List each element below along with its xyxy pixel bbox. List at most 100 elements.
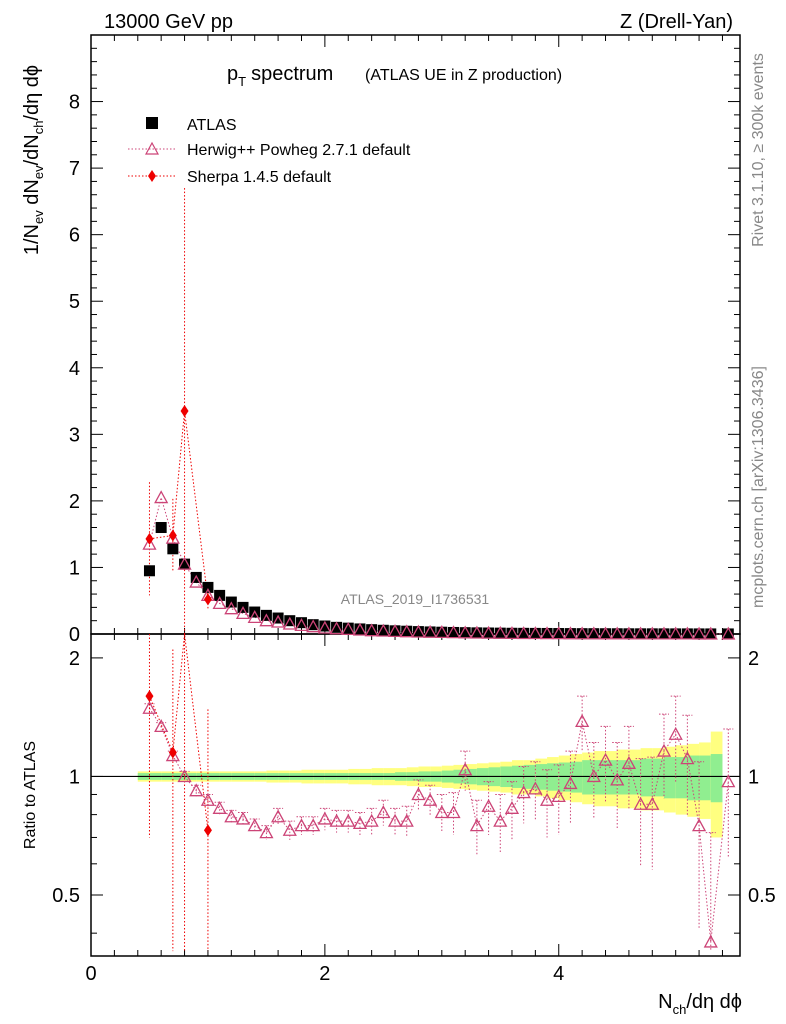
herwig-point: [341, 621, 356, 635]
herwig-ratio-point: [165, 748, 180, 762]
chart-title: pT spectrum: [227, 63, 333, 89]
atlas-point: [295, 617, 307, 629]
legend-atlas-marker: [146, 117, 158, 129]
title-word: spectrum: [251, 63, 333, 85]
x-tick-label: 2: [319, 963, 330, 985]
herwig-point: [504, 626, 520, 640]
herwig-point: [721, 626, 736, 640]
main-y-tick-label: 8: [69, 92, 80, 114]
main-y-tick-label: 0: [69, 624, 80, 646]
herwig-point: [645, 626, 660, 640]
atlas-point: [611, 628, 623, 640]
herwig-ratio-point: [668, 726, 683, 740]
band-inner-bin: [628, 760, 641, 795]
herwig-point: [575, 626, 590, 640]
herwig-point: [656, 626, 672, 640]
herwig-point: [411, 624, 426, 638]
herwig-point: [189, 574, 204, 588]
atlas-point: [459, 627, 471, 639]
herwig-point: [165, 530, 180, 544]
herwig-point: [458, 625, 473, 639]
atlas-point: [331, 621, 343, 633]
herwig-point: [282, 616, 297, 630]
chart-title-note: (ATLAS UE in Z production): [365, 67, 562, 84]
legend-herwig-marker: [144, 141, 160, 155]
herwig-point: [469, 625, 484, 639]
herwig-point: [352, 622, 368, 636]
herwig-ratio-point: [528, 781, 543, 795]
herwig-ratio-point: [200, 792, 216, 806]
herwig-ratio-point: [212, 800, 227, 814]
herwig-ratio-point: [563, 776, 578, 790]
sherpa-ratio-point: [168, 746, 177, 759]
band-inner-bin: [570, 761, 583, 793]
herwig-point: [259, 613, 274, 627]
ratio-y-axis-label: Ratio to ATLAS: [22, 741, 39, 849]
atlas-point: [342, 622, 354, 634]
herwig-ratio-point: [575, 714, 590, 728]
herwig-point: [212, 596, 227, 610]
herwig-ratio-point: [645, 796, 660, 810]
atlas-point: [448, 626, 460, 638]
herwig-ratio-point: [598, 752, 613, 766]
herwig-point: [224, 601, 239, 615]
sherpa-ratio-point: [145, 690, 154, 703]
legend-sherpa-label: Sherpa 1.4.5 default: [187, 169, 332, 186]
herwig-point: [586, 626, 601, 640]
title-sub: T: [238, 74, 246, 89]
herwig-point: [235, 606, 251, 620]
atlas-point: [658, 628, 670, 640]
ratio-y-tick-label-right: 1: [748, 766, 759, 788]
herwig-point: [142, 536, 157, 550]
atlas-point: [412, 626, 424, 638]
herwig-ratio-point: [680, 751, 695, 765]
title-main: p: [227, 63, 238, 85]
sherpa-point: [203, 593, 212, 606]
atlas-point: [319, 620, 331, 632]
herwig-ratio-point: [516, 785, 531, 799]
herwig-ratio-point: [469, 818, 484, 832]
herwig-point: [154, 490, 169, 504]
herwig-ratio-point: [154, 719, 169, 733]
ratio-y-tick-label: 2: [69, 648, 80, 670]
atlas-point: [424, 626, 436, 638]
atlas-point: [529, 627, 541, 639]
sherpa-line: [149, 410, 209, 600]
herwig-point: [376, 623, 391, 637]
herwig-point: [528, 626, 543, 640]
herwig-ratio-point: [341, 813, 356, 827]
x-axis-label: Nch/dη dϕ: [658, 991, 742, 1017]
herwig-point: [434, 625, 449, 639]
atlas-point: [307, 619, 319, 631]
atlas-point: [646, 628, 658, 640]
herwig-point: [423, 624, 438, 638]
herwig-ratio-point: [294, 818, 309, 832]
atlas-point: [284, 615, 296, 627]
herwig-point: [703, 626, 718, 640]
atlas-point: [494, 627, 506, 639]
ratio-y-tick-label: 1: [69, 766, 80, 788]
herwig-point: [306, 619, 321, 633]
herwig-line: [148, 495, 729, 635]
herwig-ratio-point: [458, 762, 473, 776]
herwig-ratio-point: [282, 822, 297, 836]
band-inner-bin: [652, 758, 664, 797]
herwig-point: [691, 626, 707, 640]
atlas-point: [272, 612, 284, 624]
herwig-ratio-point: [247, 818, 262, 832]
herwig-ratio-point: [399, 813, 414, 827]
atlas-point: [623, 628, 635, 640]
legend-sherpa-marker: [148, 170, 156, 182]
band-inner-bin: [663, 757, 676, 799]
herwig-ratio-point: [352, 816, 368, 830]
herwig-point: [633, 626, 648, 640]
band-inner-bin: [558, 762, 571, 792]
herwig-ratio-point: [621, 755, 637, 769]
atlas-point: [506, 627, 518, 639]
herwig-ratio-point: [691, 818, 707, 832]
herwig-ratio-point: [539, 792, 555, 806]
mcplots-label: mcplots.cern.ch [arXiv:1306.3436]: [750, 366, 767, 608]
atlas-point: [576, 628, 588, 640]
